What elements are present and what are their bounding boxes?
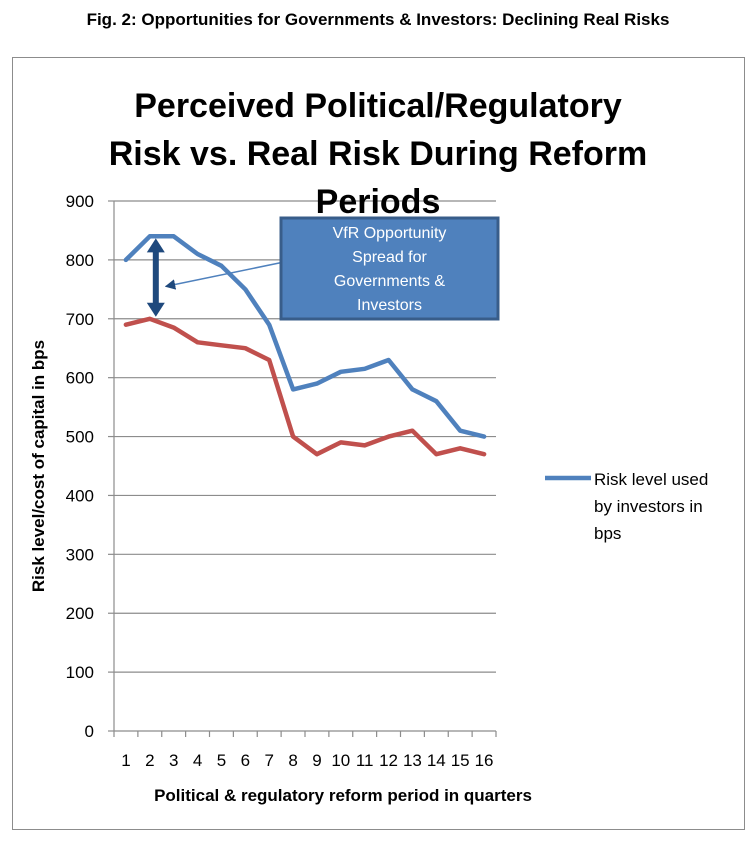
y-tick-label: 800 <box>66 251 94 270</box>
y-tick-label: 200 <box>66 604 94 623</box>
y-tick-label: 600 <box>66 369 94 388</box>
legend-label-line: Risk level used <box>594 470 708 489</box>
chart-title: Perceived Political/Regulatory Risk vs. R… <box>109 87 648 221</box>
y-tick-label: 0 <box>85 722 94 741</box>
y-tick-label: 700 <box>66 310 94 329</box>
x-tick-label: 11 <box>356 751 374 770</box>
chart-title-line: Perceived Political/Regulatory <box>134 87 622 125</box>
x-tick-label: 5 <box>217 751 226 770</box>
y-tick-label: 900 <box>66 192 94 211</box>
pointer-arrow <box>164 261 285 290</box>
axes <box>108 200 497 737</box>
x-tick-label: 6 <box>241 751 250 770</box>
annotation: VfR Opportunity Spread for Governments & In… <box>146 216 500 321</box>
legend-label-line: bps <box>594 524 621 543</box>
x-tick-label: 9 <box>312 751 321 770</box>
annotation-text-line: Governments & <box>334 273 445 290</box>
y-tick-label: 300 <box>66 545 94 564</box>
annotation-text-line: Investors <box>357 297 422 314</box>
legend-label-line: by investors in <box>594 497 703 516</box>
x-tick-label: 10 <box>331 751 350 770</box>
chart-title-line: Risk vs. Real Risk During Reform <box>109 135 648 173</box>
annotation-text-line: Spread for <box>352 249 427 266</box>
y-axis-label: Risk level/cost of capital in bps <box>29 340 48 592</box>
spread-arrow-head-up <box>146 238 165 253</box>
figure-caption: Fig. 2: Opportunities for Governments & … <box>86 10 670 29</box>
annotation-text-line: VfR Opportunity <box>333 225 447 242</box>
legend: Risk level used by investors in bps <box>545 470 708 543</box>
x-tick-labels: 1 2 3 4 5 6 7 8 9 10 11 12 13 14 15 16 <box>121 751 493 770</box>
spread-arrow-head-down <box>146 302 165 317</box>
chart-frame <box>12 57 745 830</box>
series-line-1 <box>123 234 487 439</box>
x-axis-label: Political & regulatory reform period in … <box>154 786 532 805</box>
x-tick-label: 1 <box>121 751 130 770</box>
y-tick-label: 100 <box>66 663 94 682</box>
y-tick-labels: 0 100 200 300 400 500 600 700 800 900 <box>66 192 94 741</box>
x-tick-label: 16 <box>475 751 494 770</box>
series-line-2 <box>123 316 487 457</box>
x-tick-label: 4 <box>193 751 202 770</box>
y-tick-label: 400 <box>66 486 94 505</box>
x-tick-label: 13 <box>403 751 422 770</box>
x-tick-label: 7 <box>264 751 273 770</box>
annotation-box <box>279 216 500 321</box>
series-layer <box>123 234 487 457</box>
x-tick-label: 14 <box>427 751 446 770</box>
x-tick-label: 3 <box>169 751 178 770</box>
y-tick-label: 500 <box>66 428 94 447</box>
x-tick-label: 15 <box>451 751 470 770</box>
x-tick-label: 2 <box>145 751 154 770</box>
x-tick-label: 12 <box>379 751 398 770</box>
x-tick-label: 8 <box>288 751 297 770</box>
chart-title-line: Periods <box>316 183 441 221</box>
